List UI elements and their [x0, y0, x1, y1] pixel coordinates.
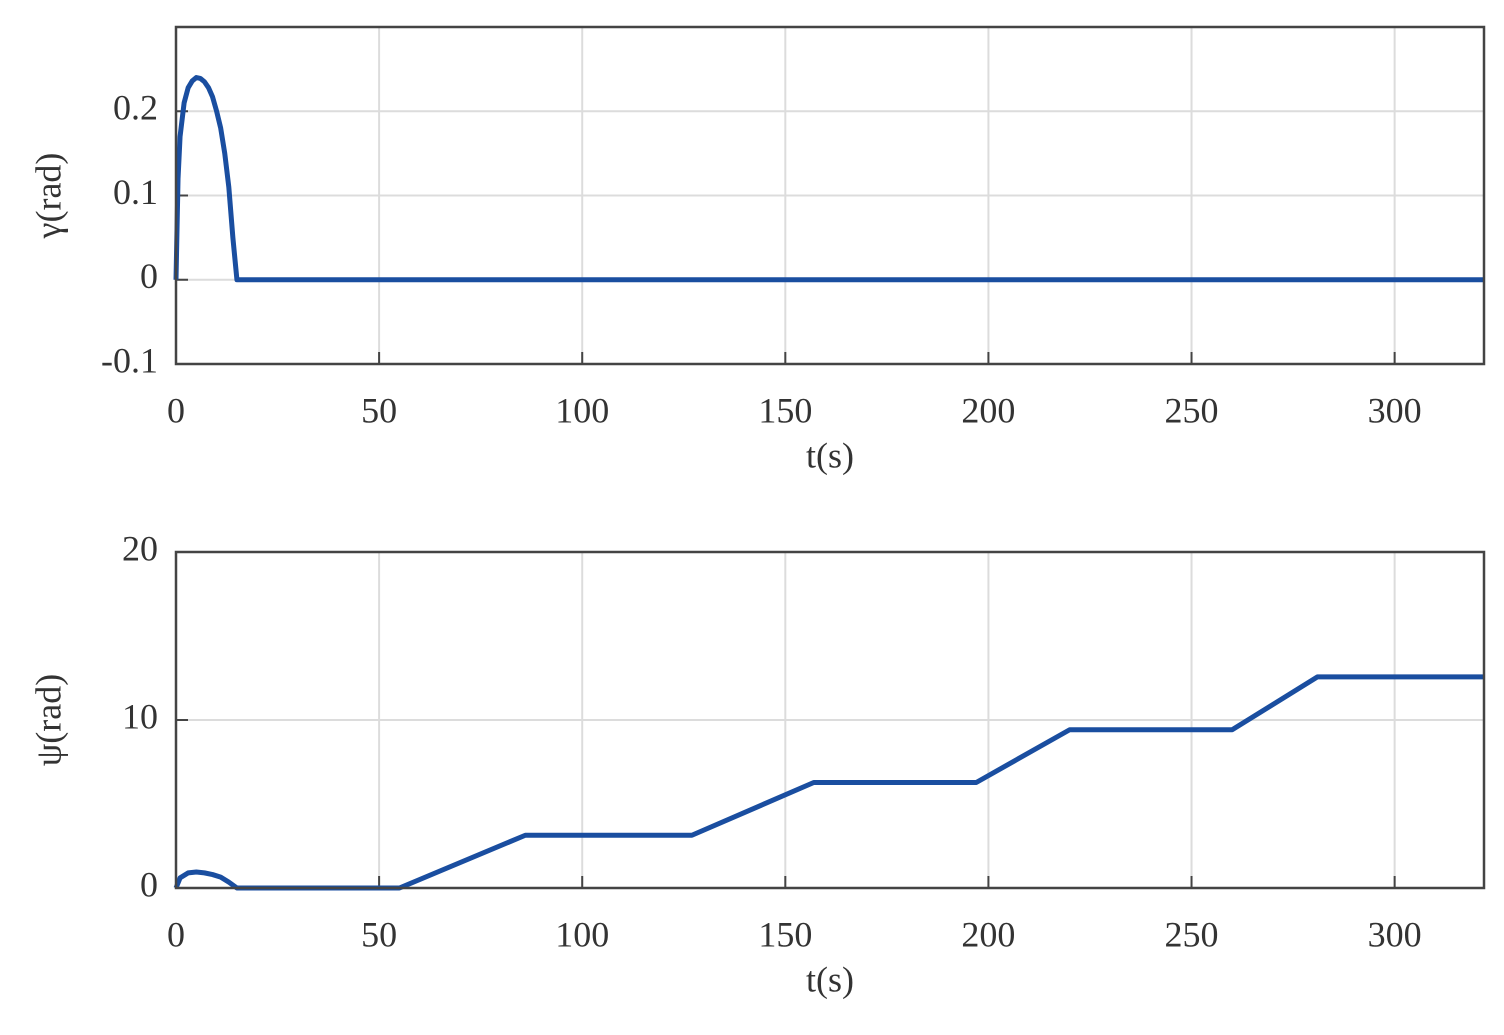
y-tick-label: 0: [140, 864, 158, 904]
data-line: [173, 674, 1484, 891]
x-tick-label: 250: [1165, 390, 1219, 430]
y-tick-label: 0.1: [113, 172, 158, 212]
data-line: [173, 75, 1484, 283]
x-tick-label: 150: [758, 914, 812, 954]
axes-box: [174, 550, 1486, 890]
y-axis-label: ψ(rad): [28, 674, 68, 766]
x-tick-label: 0: [167, 914, 185, 954]
x-axis-label: t(s): [806, 959, 854, 999]
x-axis-label: t(s): [806, 435, 854, 475]
axes-box: [174, 25, 1486, 366]
y-tick-label: 0.2: [113, 88, 158, 128]
y-tick-label: 0: [140, 256, 158, 296]
x-tick-label: 200: [961, 914, 1015, 954]
x-tick-label: 150: [758, 390, 812, 430]
x-tick-label: 100: [555, 390, 609, 430]
y-tick-label: 10: [122, 696, 158, 736]
y-tick-label: 20: [122, 528, 158, 568]
x-tick-label: 0: [167, 390, 185, 430]
x-tick-label: 200: [961, 390, 1015, 430]
x-tick-label: 50: [361, 914, 397, 954]
y-axis-label: γ(rad): [28, 153, 68, 240]
x-tick-label: 300: [1368, 914, 1422, 954]
y-tick-label: -0.1: [101, 340, 158, 380]
x-tick-label: 50: [361, 390, 397, 430]
x-tick-label: 300: [1368, 390, 1422, 430]
x-tick-label: 100: [555, 914, 609, 954]
x-tick-label: 250: [1165, 914, 1219, 954]
